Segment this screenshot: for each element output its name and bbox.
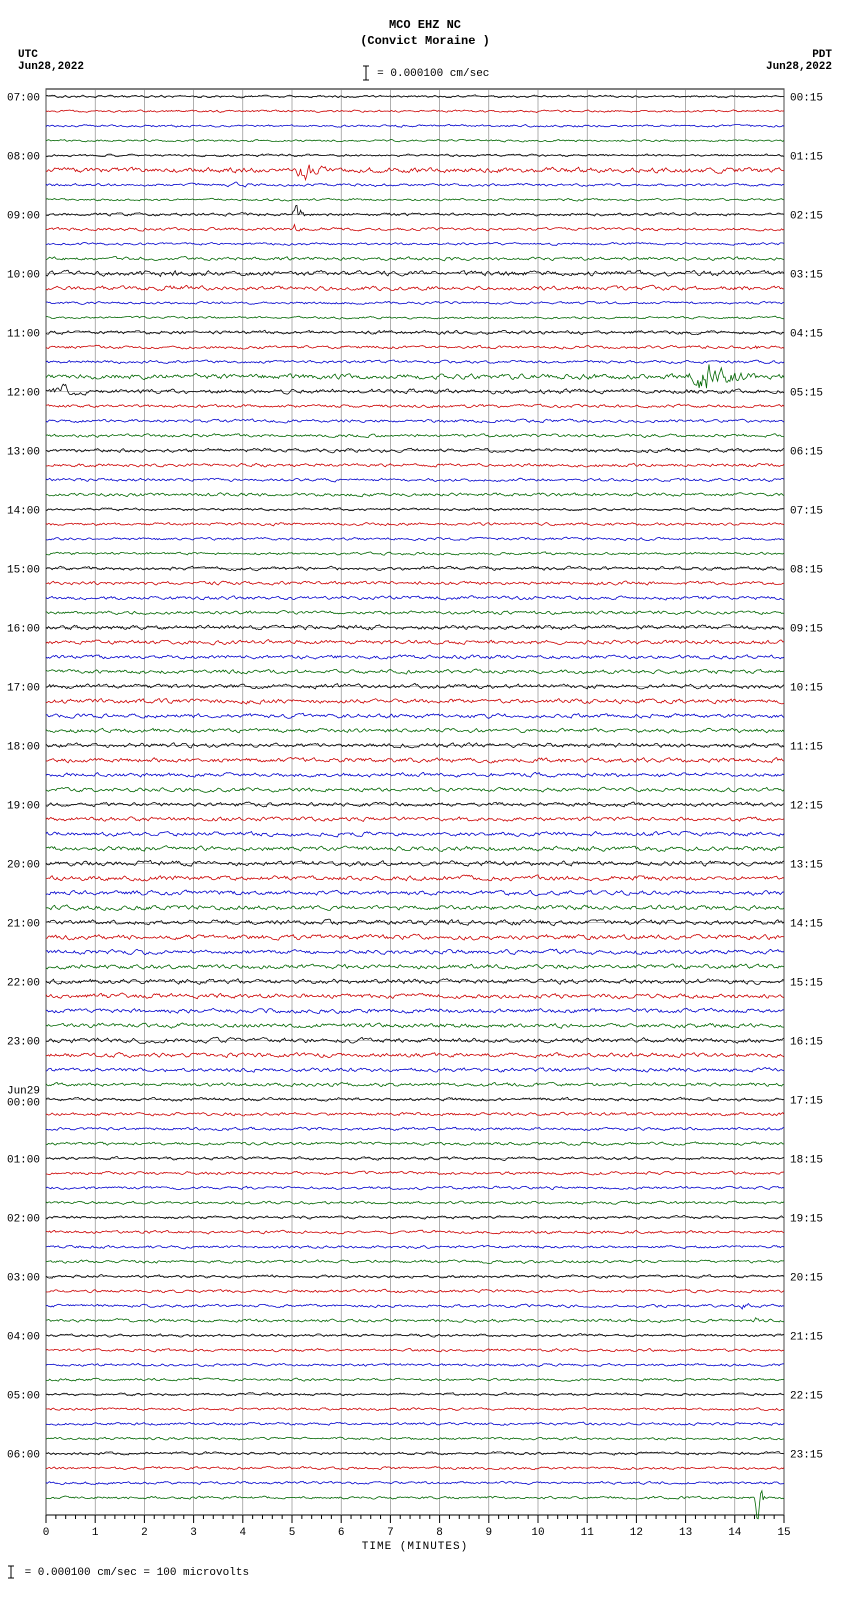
svg-text:15: 15 (777, 1527, 790, 1539)
left-time-label: Jun29 (7, 1086, 40, 1098)
left-time-label: 11:00 (7, 329, 40, 341)
svg-text:2: 2 (141, 1527, 148, 1539)
left-time-label: 06:00 (7, 1450, 40, 1462)
right-time-label: 17:15 (790, 1096, 823, 1108)
left-time-label: 03:00 (7, 1273, 40, 1285)
left-time-label: 18:00 (7, 742, 40, 754)
svg-text:13: 13 (679, 1527, 692, 1539)
left-time-label: 14:00 (7, 506, 40, 518)
right-time-label: 07:15 (790, 506, 823, 518)
left-time-label: 07:00 (7, 93, 40, 105)
left-time-label: 08:00 (7, 152, 40, 164)
right-time-label: 15:15 (790, 978, 823, 990)
svg-text:3: 3 (190, 1527, 197, 1539)
seismogram-svg: 0123456789101112131415TIME (MINUTES)07:0… (0, 85, 830, 1555)
svg-text:12: 12 (630, 1527, 643, 1539)
svg-text:5: 5 (289, 1527, 296, 1539)
right-time-label: 08:15 (790, 565, 823, 577)
right-time-label: 02:15 (790, 211, 823, 223)
svg-text:0: 0 (43, 1527, 50, 1539)
svg-text:TIME (MINUTES): TIME (MINUTES) (362, 1541, 468, 1553)
right-time-label: 22:15 (790, 1391, 823, 1403)
left-time-label: 04:00 (7, 1332, 40, 1344)
right-tz: PDT (766, 49, 832, 61)
left-time-label: 23:00 (7, 1037, 40, 1049)
right-time-label: 05:15 (790, 388, 823, 400)
right-time-label: 04:15 (790, 329, 823, 341)
left-time-label: 10:00 (7, 270, 40, 282)
right-time-label: 06:15 (790, 447, 823, 459)
left-time-label: 22:00 (7, 978, 40, 990)
left-time-label: 02:00 (7, 1214, 40, 1226)
right-time-label: 21:15 (790, 1332, 823, 1344)
right-time-label: 19:15 (790, 1214, 823, 1226)
right-time-label: 18:15 (790, 1155, 823, 1167)
left-time-label: 13:00 (7, 447, 40, 459)
svg-text:7: 7 (387, 1527, 394, 1539)
right-date: Jun28,2022 (766, 61, 832, 73)
right-time-label: 20:15 (790, 1273, 823, 1285)
right-time-label: 03:15 (790, 270, 823, 282)
svg-text:14: 14 (728, 1527, 742, 1539)
left-time-label: 17:00 (7, 683, 40, 695)
right-time-label: 09:15 (790, 624, 823, 636)
right-time-label: 00:15 (790, 93, 823, 105)
right-time-label: 10:15 (790, 683, 823, 695)
right-time-label: 23:15 (790, 1450, 823, 1462)
station-code: MCO EHZ NC (0, 18, 850, 34)
svg-text:10: 10 (531, 1527, 544, 1539)
seismogram-plot: 0123456789101112131415TIME (MINUTES)07:0… (0, 85, 850, 1559)
footer-scale: = 0.000100 cm/sec = 100 microvolts (0, 1559, 850, 1589)
svg-text:4: 4 (239, 1527, 246, 1539)
left-date: Jun28,2022 (18, 61, 84, 73)
svg-text:8: 8 (436, 1527, 443, 1539)
right-time-label: 16:15 (790, 1037, 823, 1049)
left-time-label: 21:00 (7, 919, 40, 931)
svg-text:11: 11 (581, 1527, 595, 1539)
right-time-label: 12:15 (790, 801, 823, 813)
svg-text:6: 6 (338, 1527, 345, 1539)
svg-text:1: 1 (92, 1527, 99, 1539)
right-time-label: 13:15 (790, 860, 823, 872)
left-time-label: 19:00 (7, 801, 40, 813)
left-time-label: 05:00 (7, 1391, 40, 1403)
svg-text:00:00: 00:00 (7, 1098, 40, 1110)
left-time-label: 12:00 (7, 388, 40, 400)
left-time-label: 20:00 (7, 860, 40, 872)
scale-indicator: = 0.000100 cm/sec (0, 65, 850, 81)
left-time-label: 01:00 (7, 1155, 40, 1167)
left-time-label: 16:00 (7, 624, 40, 636)
right-time-label: 14:15 (790, 919, 823, 931)
site-name: (Convict Moraine ) (0, 34, 850, 50)
right-time-label: 01:15 (790, 152, 823, 164)
left-tz: UTC (18, 49, 84, 61)
left-time-label: 15:00 (7, 565, 40, 577)
left-time-label: 09:00 (7, 211, 40, 223)
right-time-label: 11:15 (790, 742, 823, 754)
svg-text:9: 9 (485, 1527, 492, 1539)
